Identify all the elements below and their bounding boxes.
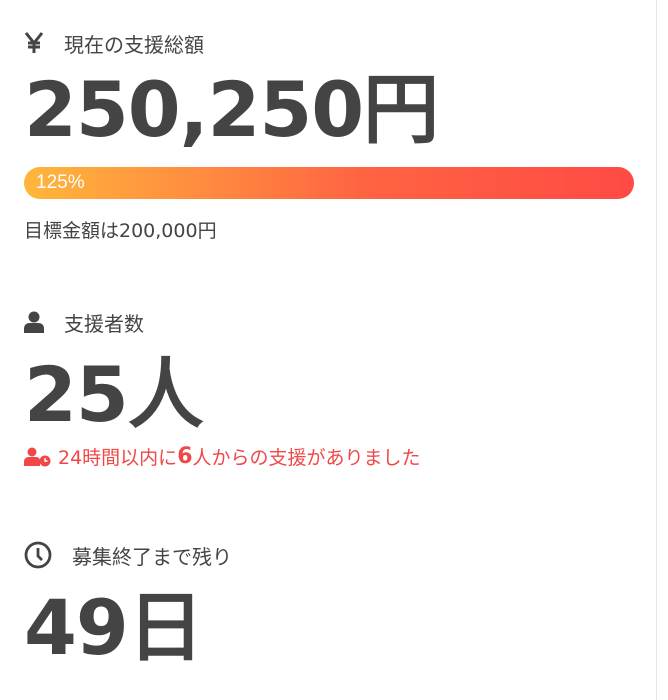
supporters-section: 支援者数 25人 24時間以内に 6 人からの支援がありました	[24, 307, 421, 470]
progress-bar: 125%	[24, 167, 634, 199]
total-amount: 250,250円	[24, 65, 439, 154]
user-icon	[24, 311, 44, 333]
yen-icon	[24, 32, 44, 53]
total-label: 現在の支援総額	[64, 32, 204, 57]
goal-text: 目標金額は200,000円	[24, 220, 217, 242]
recent-suffix: 人からの支援がありました	[192, 447, 421, 469]
progress-label: 125%	[36, 172, 85, 193]
remaining-label: 募集終了まで残り	[72, 544, 232, 569]
divider	[656, 0, 657, 700]
recent-prefix: 24時間以内に	[58, 447, 178, 469]
remaining-days: 49日	[24, 583, 204, 672]
total-section: 現在の支援総額 250,250円	[24, 28, 439, 154]
supporters-label: 支援者数	[64, 311, 144, 336]
remaining-section: 募集終了まで残り 49日	[24, 540, 232, 666]
clock-icon	[24, 541, 52, 569]
recent-count: 6	[177, 444, 193, 469]
supporters-count: 25人	[24, 350, 204, 439]
user-clock-icon	[24, 447, 51, 466]
